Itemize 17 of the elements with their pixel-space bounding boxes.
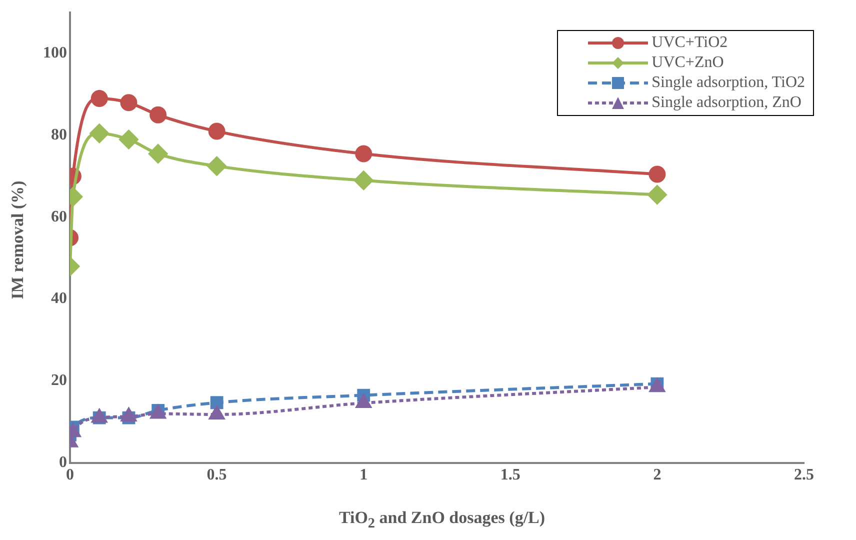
- x-tick-label: 2: [653, 466, 662, 484]
- y-axis-title: IM removal (%): [8, 180, 28, 302]
- x-tick-label: 0.5: [206, 466, 227, 484]
- x-tick-label: 2.5: [794, 466, 814, 484]
- legend-label: Single adsorption, TiO2: [652, 74, 805, 92]
- y-tick-label: 60: [51, 208, 67, 226]
- y-tick-label: 80: [51, 126, 67, 144]
- legend-label: UVC+ZnO: [652, 54, 724, 72]
- legend-label: Single adsorption, ZnO: [652, 94, 802, 112]
- y-tick-label: 0: [59, 454, 67, 471]
- y-tick-label: 20: [51, 372, 67, 390]
- x-tick-label: 1.5: [500, 466, 520, 484]
- x-axis-title: TiO$_{2}$ and ZnO dosages (g/L): [338, 508, 546, 532]
- y-tick-label: 100: [43, 44, 67, 62]
- y-tick-label: 40: [51, 290, 67, 308]
- x-tick-label: 1: [360, 466, 368, 484]
- legend-label: UVC+TiO2: [652, 34, 728, 52]
